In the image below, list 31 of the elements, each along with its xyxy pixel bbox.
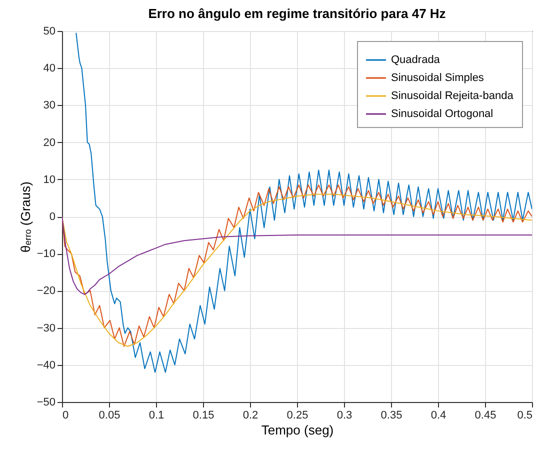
y-tick-label: −20: [36, 285, 56, 298]
legend-label: Sinusoidal Ortogonal: [391, 108, 494, 120]
y-tick-label: 20: [43, 136, 56, 149]
legend-label: Quadrada: [391, 54, 441, 66]
y-tick-label: 0: [49, 211, 56, 223]
y-tick-label: −10: [36, 248, 56, 260]
y-tick-label: −40: [36, 359, 56, 372]
y-tick-label: 40: [43, 62, 56, 75]
y-tick-label: 30: [43, 100, 56, 112]
y-tick-label: 50: [43, 26, 56, 38]
x-axis-title: Tempo (seg): [261, 422, 334, 438]
y-tick-label: −30: [36, 322, 56, 334]
x-tick-label: 0.05: [98, 410, 120, 422]
x-tick-label: 0.25: [286, 410, 308, 422]
line-series: [76, 32, 532, 373]
x-tick-label: 0.2: [242, 410, 258, 422]
x-tick-label: 0.1: [148, 410, 164, 422]
legend-label: Sinusoidal Simples: [391, 72, 484, 84]
x-tick-label: 0.4: [430, 410, 446, 422]
x-tick-label: 0.35: [380, 410, 402, 422]
legend-label: Sinusoidal Rejeita-banda: [391, 90, 514, 102]
x-tick-label: 0.5: [517, 410, 532, 422]
x-tick-label: 0.3: [336, 410, 352, 422]
x-tick-label: 0.45: [474, 410, 496, 422]
y-axis-title: θₑᵣᵣₒ (Graus): [18, 182, 33, 252]
line-series: [62, 216, 532, 295]
x-tick-label: 0: [62, 410, 69, 422]
y-tick-label: −50: [36, 396, 56, 408]
chart-title: Erro no ângulo em regime transitório para 47 Hz: [148, 6, 446, 21]
y-tick-label: 10: [43, 174, 56, 186]
x-tick-label: 0.15: [192, 410, 214, 422]
